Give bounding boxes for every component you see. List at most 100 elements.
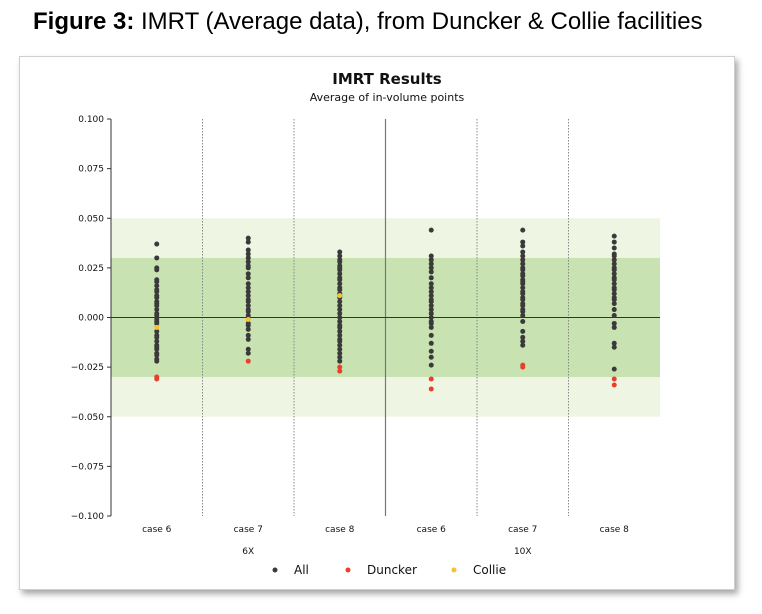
all-point xyxy=(154,267,160,273)
all-point xyxy=(337,332,343,338)
all-point xyxy=(245,303,251,309)
all-point xyxy=(611,261,617,267)
all-point xyxy=(611,271,617,277)
duncker-point xyxy=(428,376,434,382)
all-point xyxy=(245,265,251,271)
all-point xyxy=(245,332,251,338)
all-point xyxy=(337,253,343,259)
y-tick-label: −0.025 xyxy=(71,363,104,373)
group-label: 10X xyxy=(514,547,532,557)
all-point xyxy=(337,267,343,273)
all-point xyxy=(611,257,617,263)
all-point xyxy=(611,320,617,326)
all-point xyxy=(520,303,526,309)
duncker-point xyxy=(611,376,617,382)
all-point xyxy=(154,295,160,301)
all-point xyxy=(337,303,343,309)
all-point xyxy=(245,289,251,295)
duncker-point xyxy=(520,364,526,370)
all-point xyxy=(520,273,526,279)
x-tick-label: case 7 xyxy=(234,525,263,535)
legend: All Duncker Collie xyxy=(272,563,506,577)
all-point xyxy=(428,348,434,354)
duncker-point xyxy=(337,364,343,370)
all-point xyxy=(337,315,343,320)
all-point xyxy=(245,346,251,352)
all-point xyxy=(520,243,526,249)
y-tick-label: −0.075 xyxy=(71,462,104,472)
all-point xyxy=(337,311,343,317)
all-point xyxy=(611,287,617,293)
figure-caption-label: Figure 3: xyxy=(33,8,135,35)
all-point xyxy=(611,324,617,330)
data-points xyxy=(154,227,617,392)
all-point xyxy=(428,324,434,330)
all-point xyxy=(154,328,160,334)
all-point xyxy=(337,318,343,324)
chart-title: IMRT Results xyxy=(332,70,441,88)
all-point xyxy=(337,354,343,360)
all-point xyxy=(337,281,343,287)
y-ticks: 0.100 0.075 0.050 0.025 0.000 −0.025 −0.050 −0.… xyxy=(71,115,111,522)
all-point xyxy=(245,350,251,356)
collie-point xyxy=(337,293,343,299)
all-point xyxy=(520,281,526,287)
all-point xyxy=(428,293,434,299)
duncker-legend-label: Duncker xyxy=(367,563,417,577)
all-legend-marker xyxy=(272,567,278,573)
all-point xyxy=(428,354,434,360)
all-point xyxy=(611,366,617,372)
all-point xyxy=(611,307,617,313)
duncker-legend-marker xyxy=(345,567,351,573)
all-point xyxy=(245,309,251,315)
imrt-scatter-chart: 0.100 0.075 0.050 0.025 0.000 −0.025 −0.050 −0.… xyxy=(71,70,660,577)
x-tick-label: case 6 xyxy=(142,525,172,535)
all-point xyxy=(337,346,343,352)
all-point xyxy=(337,307,343,313)
all-point xyxy=(428,289,434,295)
all-point xyxy=(245,259,251,265)
all-point xyxy=(245,336,251,342)
all-point xyxy=(154,241,160,247)
group-label: 6X xyxy=(242,547,254,557)
group-labels: 6X 10X xyxy=(242,547,531,557)
all-point xyxy=(428,275,434,281)
all-point xyxy=(337,324,343,330)
y-tick-label: 0.000 xyxy=(78,314,104,324)
duncker-point xyxy=(245,358,251,364)
all-point xyxy=(337,277,343,283)
all-point xyxy=(428,227,434,233)
all-point xyxy=(154,313,160,319)
all-point xyxy=(154,358,160,364)
collie-legend-label: Collie xyxy=(473,563,506,577)
all-point xyxy=(154,289,160,295)
all-point xyxy=(154,307,160,313)
figure-caption-text: IMRT (Average data), from Duncker & Coll… xyxy=(134,8,703,35)
all-point xyxy=(611,313,617,319)
all-point xyxy=(245,299,251,305)
all-point xyxy=(154,346,160,352)
all-point xyxy=(245,271,251,277)
all-point xyxy=(154,255,160,261)
all-point xyxy=(245,247,251,253)
all-point xyxy=(520,334,526,340)
all-point xyxy=(611,253,617,259)
all-point xyxy=(337,342,343,348)
all-point xyxy=(520,342,526,348)
y-tick-label: 0.050 xyxy=(78,214,104,224)
all-point xyxy=(611,277,617,283)
all-point xyxy=(337,287,343,293)
all-point xyxy=(337,358,343,364)
chart-subtitle: Average of in-volume points xyxy=(310,91,465,104)
all-point xyxy=(520,328,526,334)
all-point xyxy=(154,320,160,326)
all-point xyxy=(611,301,617,307)
all-legend-label: All xyxy=(294,563,309,577)
all-point xyxy=(520,257,526,263)
duncker-point xyxy=(154,376,160,382)
all-point xyxy=(611,297,617,303)
all-point xyxy=(337,299,343,305)
figure-caption: Figure 3: IMRT (Average data), from Dunc… xyxy=(33,8,703,36)
all-point xyxy=(245,293,251,299)
all-point xyxy=(245,255,251,261)
